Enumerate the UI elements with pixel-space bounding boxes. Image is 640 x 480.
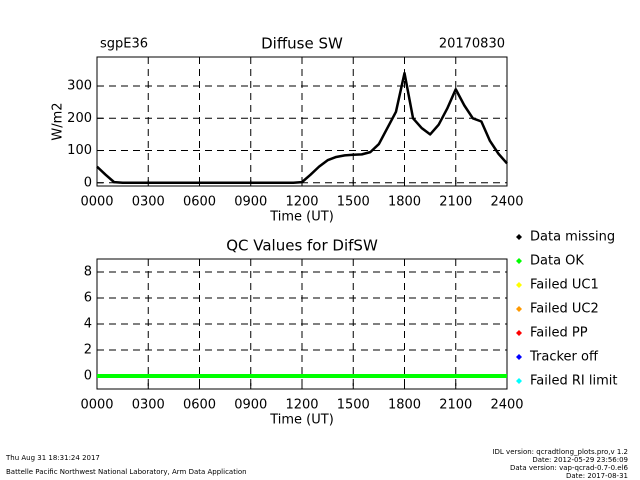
- chart-title: Diffuse SW: [261, 35, 343, 53]
- x-tick-label: 1800: [388, 398, 421, 413]
- legend-label: Failed PP: [530, 326, 588, 341]
- legend-marker: [516, 306, 522, 312]
- x-tick-label: 1500: [337, 195, 370, 210]
- legend-marker: [516, 354, 522, 360]
- x-tick-label: 2400: [490, 195, 523, 210]
- legend-marker: [516, 330, 522, 336]
- y-tick-label: 300: [67, 79, 92, 94]
- site: sgpE36: [100, 37, 148, 52]
- x-tick-label: 1500: [337, 398, 370, 413]
- y-tick-label: 8: [84, 265, 92, 280]
- legend-label: Failed UC1: [530, 278, 599, 293]
- y-tick-label: 200: [67, 111, 92, 126]
- plot-frame: [96, 258, 508, 390]
- x-tick-label: 0900: [234, 195, 267, 210]
- timestamp: Thu Aug 31 18:31:24 2017: [5, 454, 100, 462]
- legend-label: Failed RI limit: [530, 374, 617, 389]
- credit: Battelle Pacific Northwest National Labo…: [6, 468, 247, 476]
- y-tick-label: 100: [67, 143, 92, 158]
- x-tick-label: 0600: [183, 195, 216, 210]
- x-tick-label: 0300: [132, 195, 165, 210]
- y-tick-label: 0: [84, 369, 92, 384]
- info: Date: 2012-05-29 23:56:09: [532, 456, 628, 464]
- y-axis-label: W/m2: [51, 102, 66, 140]
- chart-title: QC Values for DifSW: [226, 237, 378, 255]
- info: Data version: vap-qcrad-0.7-0.el6: [510, 464, 629, 472]
- legend-label: Data missing: [530, 230, 615, 245]
- legend-marker: [516, 282, 522, 288]
- x-axis-label: Time (UT): [269, 413, 334, 428]
- y-tick-label: 6: [84, 291, 92, 306]
- legend-marker: [516, 378, 522, 384]
- x-axis-label: Time (UT): [269, 210, 334, 225]
- x-tick-label: 0000: [80, 398, 113, 413]
- x-tick-label: 0000: [80, 195, 113, 210]
- y-tick-label: 0: [84, 175, 92, 190]
- y-tick-label: 2: [84, 343, 92, 358]
- legend-marker: [516, 234, 522, 240]
- x-tick-label: 0300: [132, 398, 165, 413]
- x-tick-label: 2400: [490, 398, 523, 413]
- x-tick-label: 1200: [285, 195, 318, 210]
- legend-label: Tracker off: [529, 350, 599, 365]
- legend-marker: [516, 258, 522, 264]
- legend-label: Data OK: [530, 254, 584, 269]
- data-line: [96, 71, 508, 185]
- x-tick-label: 2100: [439, 398, 472, 413]
- info: IDL version: qcradtlong_plots.pro,v 1.2: [492, 448, 628, 456]
- y-tick-label: 4: [84, 317, 92, 332]
- date: 20170830: [439, 37, 505, 52]
- x-tick-label: 2100: [439, 195, 472, 210]
- legend-label: Failed UC2: [530, 302, 599, 317]
- x-tick-label: 1200: [285, 398, 318, 413]
- x-tick-label: 0900: [234, 398, 267, 413]
- x-tick-label: 1800: [388, 195, 421, 210]
- x-tick-label: 0600: [183, 398, 216, 413]
- info: Date: 2017-08-31: [566, 472, 628, 480]
- plot-frame: [96, 56, 508, 187]
